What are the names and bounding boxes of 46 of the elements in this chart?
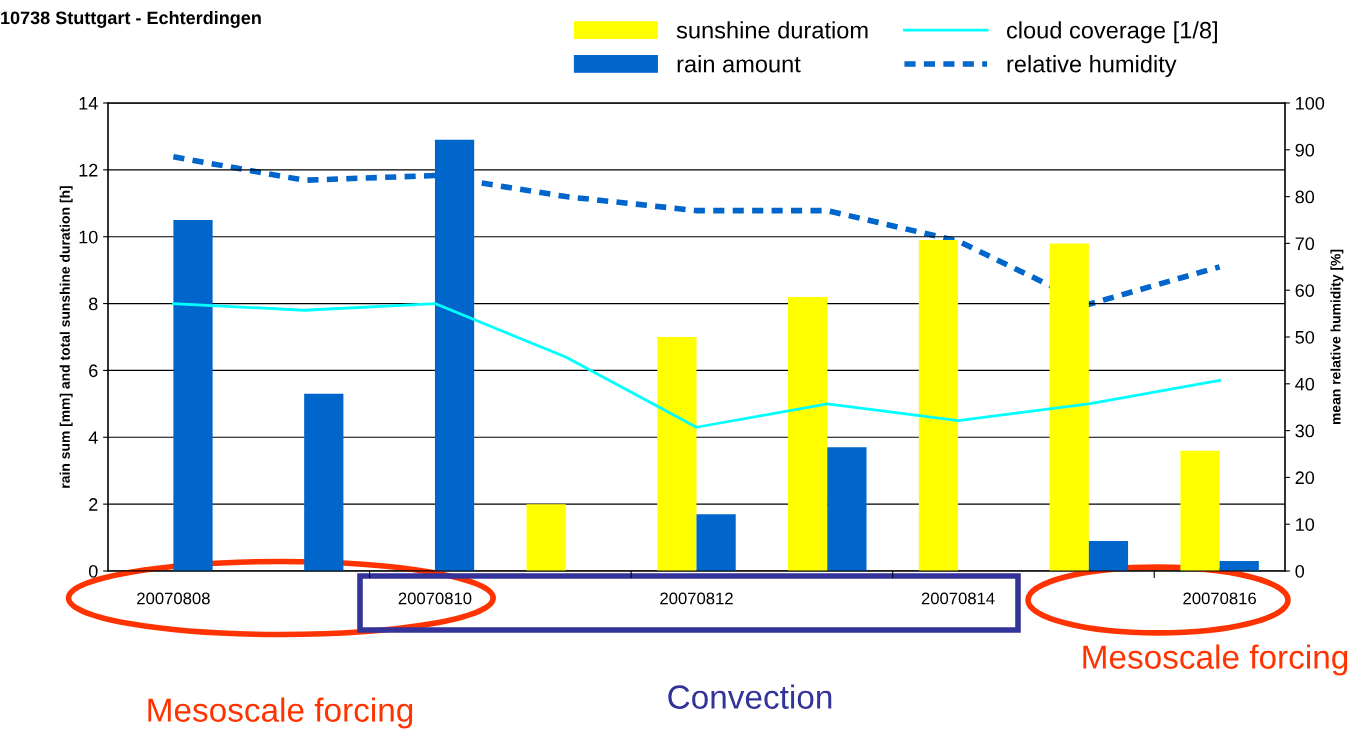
legend-label: rain amount [677,55,801,73]
y2-tick-label: 30 [1295,424,1315,438]
text: Mesoscale forcing [148,697,413,729]
x-tick-label: 20070810 [398,592,472,605]
bar [696,514,736,571]
y2-tick-label: 80 [1295,190,1315,204]
text: Mesoscale forcing [1083,644,1348,676]
legend-label: sunshine duratiom [676,21,868,39]
y-tick-label: 14 [79,97,98,110]
y-axis-title: rain sum [mm] and total sunshine duration [h] [59,186,73,488]
y2-tick-label: 50 [1295,330,1315,344]
bar [788,296,828,571]
x-tick-label: 20070812 [660,592,733,605]
y2-axis-title: mean relative humidity [%] [1330,249,1344,425]
bar [1049,243,1089,571]
y-tick-label: 12 [79,163,98,177]
y2-tick-label: 100 [1296,96,1325,110]
y2-tick-label: 60 [1295,284,1315,297]
x-tick-label: 20070814 [921,592,995,605]
chart-title: 10738 Stuttgart - Echterdingen [1,10,261,28]
x-tick-label: 20070808 [137,592,210,605]
bar [1180,450,1220,571]
y2-tick-label: 10 [1296,518,1315,531]
y-tick-label: 8 [89,297,98,311]
line-series [172,302,1221,429]
legend-label: cloud coverage [1/8] [1006,21,1217,44]
y2-tick-label: 40 [1295,377,1315,391]
x-tick-label: 20070816 [1183,592,1256,605]
y-tick-label: 0 [88,564,98,578]
y2-tick-label: 90 [1295,143,1315,157]
y-tick-label: 10 [79,230,98,244]
y2-tick-label: 70 [1295,237,1315,251]
bar [304,393,344,571]
legend-label: relative humidity [1007,55,1177,78]
y-tick-label: 2 [89,498,98,511]
bar [918,240,959,571]
bar [173,220,213,571]
bar [526,504,566,571]
y2-tick-label: 20 [1295,471,1315,485]
bar [827,447,867,571]
bar [1088,540,1129,571]
y-tick-label: 4 [88,431,98,444]
y2-tick-label: 0 [1295,564,1305,578]
bar [657,337,697,571]
y-tick-label: 6 [89,364,98,378]
text: Convection [668,684,832,709]
